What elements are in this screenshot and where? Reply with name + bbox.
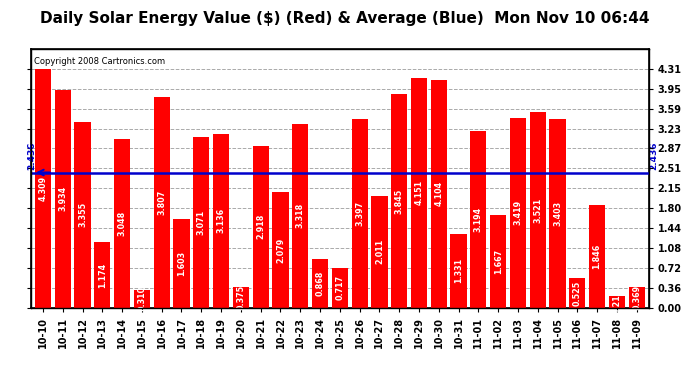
Text: 2.011: 2.011 [375, 239, 384, 264]
Text: 4.104: 4.104 [434, 181, 443, 206]
Bar [411, 78, 427, 308]
Bar [95, 243, 110, 308]
Text: 3.318: 3.318 [296, 203, 305, 228]
Text: 0.868: 0.868 [315, 271, 324, 296]
Bar [233, 287, 249, 308]
Text: 2.436: 2.436 [649, 141, 658, 170]
Text: 3.419: 3.419 [513, 200, 522, 225]
Bar [431, 80, 447, 308]
Bar [154, 97, 170, 308]
Text: 3.397: 3.397 [355, 201, 364, 226]
Bar [312, 260, 328, 308]
Text: 4.151: 4.151 [415, 180, 424, 205]
Bar [34, 69, 51, 308]
Text: 3.048: 3.048 [117, 210, 126, 236]
Text: 3.071: 3.071 [197, 210, 206, 235]
Bar [332, 268, 348, 308]
Text: 4.309: 4.309 [39, 176, 48, 201]
Text: 2.079: 2.079 [276, 237, 285, 262]
Bar [134, 290, 150, 308]
Text: 3.403: 3.403 [553, 201, 562, 226]
Text: 3.136: 3.136 [217, 208, 226, 233]
Text: 0.375: 0.375 [237, 285, 246, 310]
Bar [609, 296, 625, 307]
Text: 1.331: 1.331 [454, 258, 463, 283]
Text: 1.174: 1.174 [98, 262, 107, 288]
Bar [391, 94, 407, 308]
Text: Daily Solar Energy Value ($) (Red) & Average (Blue)  Mon Nov 10 06:44: Daily Solar Energy Value ($) (Red) & Ave… [40, 11, 650, 26]
Bar [510, 118, 526, 308]
Text: 1.667: 1.667 [493, 249, 503, 274]
Text: 0.717: 0.717 [335, 275, 344, 300]
Text: 0.525: 0.525 [573, 280, 582, 306]
Bar [193, 137, 209, 308]
Text: 0.211: 0.211 [613, 289, 622, 314]
Text: 3.355: 3.355 [78, 202, 87, 227]
Bar [569, 278, 585, 308]
Bar [549, 119, 566, 308]
Text: 0.310: 0.310 [137, 286, 146, 312]
Bar [292, 124, 308, 308]
Bar [351, 119, 368, 308]
Text: 0.369: 0.369 [632, 285, 641, 310]
Bar [471, 130, 486, 308]
Bar [629, 287, 645, 308]
Text: 2.918: 2.918 [256, 214, 265, 239]
Text: 2.436: 2.436 [28, 141, 37, 170]
Bar [55, 90, 71, 308]
Bar [213, 134, 229, 308]
Text: 3.845: 3.845 [395, 188, 404, 214]
Text: Copyright 2008 Cartronics.com: Copyright 2008 Cartronics.com [34, 57, 166, 66]
Bar [75, 122, 90, 308]
Bar [273, 192, 288, 308]
Bar [371, 196, 388, 308]
Bar [114, 139, 130, 308]
Bar [253, 146, 269, 308]
Bar [173, 219, 190, 308]
Text: 1.603: 1.603 [177, 251, 186, 276]
Text: 1.846: 1.846 [593, 244, 602, 269]
Bar [490, 215, 506, 308]
Text: 3.521: 3.521 [533, 197, 542, 223]
Bar [530, 112, 546, 308]
Bar [589, 205, 605, 308]
Text: 3.194: 3.194 [474, 207, 483, 232]
Text: 3.934: 3.934 [58, 186, 67, 211]
Text: 3.807: 3.807 [157, 189, 166, 214]
Bar [451, 234, 466, 308]
